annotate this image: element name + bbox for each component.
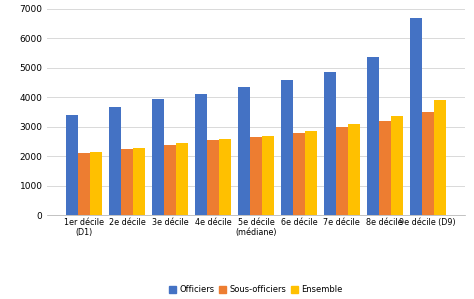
- Bar: [262, 136, 274, 215]
- Bar: [348, 124, 360, 215]
- Bar: [379, 121, 391, 215]
- Bar: [250, 137, 262, 215]
- Bar: [164, 144, 176, 215]
- Bar: [66, 115, 78, 215]
- Bar: [109, 107, 121, 215]
- Bar: [410, 19, 421, 215]
- Bar: [207, 140, 219, 215]
- Bar: [336, 127, 348, 215]
- Bar: [176, 143, 188, 215]
- Bar: [293, 133, 305, 215]
- Bar: [121, 149, 133, 215]
- Bar: [195, 94, 207, 215]
- Bar: [219, 139, 231, 215]
- Bar: [391, 116, 403, 215]
- Bar: [133, 148, 146, 215]
- Bar: [324, 72, 336, 215]
- Bar: [91, 152, 102, 215]
- Bar: [421, 112, 434, 215]
- Bar: [281, 80, 293, 215]
- Bar: [305, 131, 317, 215]
- Bar: [238, 87, 250, 215]
- Bar: [152, 99, 164, 215]
- Legend: Officiers, Sous-officiers, Ensemble: Officiers, Sous-officiers, Ensemble: [166, 282, 346, 298]
- Bar: [366, 57, 379, 215]
- Bar: [78, 153, 91, 215]
- Bar: [434, 100, 446, 215]
